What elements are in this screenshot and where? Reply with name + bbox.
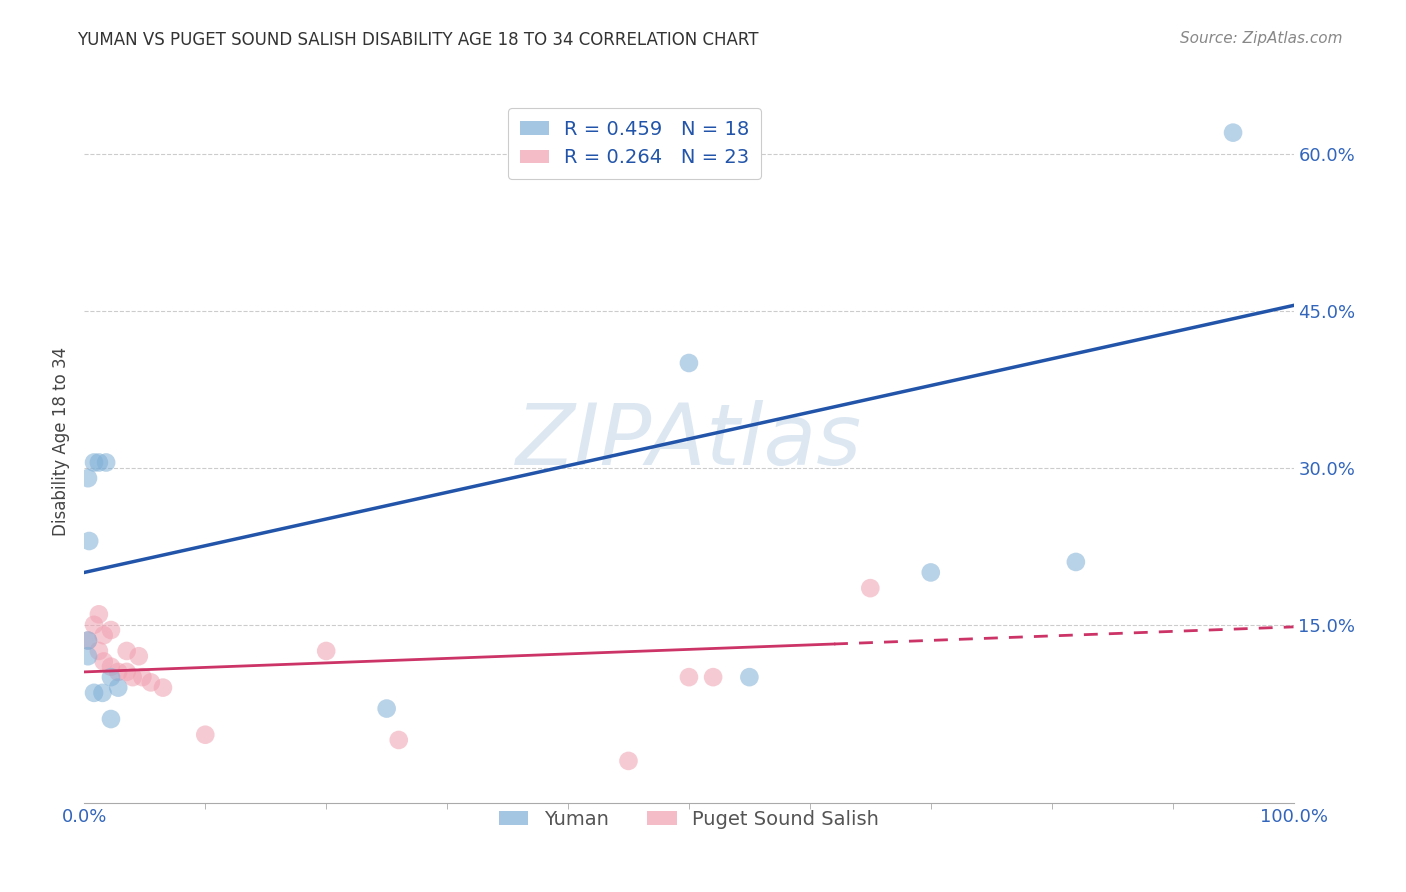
Point xyxy=(678,670,700,684)
Point xyxy=(1064,555,1087,569)
Point xyxy=(87,644,110,658)
Legend: Yuman, Puget Sound Salish: Yuman, Puget Sound Salish xyxy=(491,802,887,837)
Point xyxy=(859,581,882,595)
Point xyxy=(77,649,100,664)
Point xyxy=(107,681,129,695)
Text: YUMAN VS PUGET SOUND SALISH DISABILITY AGE 18 TO 34 CORRELATION CHART: YUMAN VS PUGET SOUND SALISH DISABILITY A… xyxy=(77,31,759,49)
Point xyxy=(194,728,217,742)
Point xyxy=(94,455,117,469)
Point xyxy=(100,712,122,726)
Point xyxy=(87,455,110,469)
Point xyxy=(107,665,129,679)
Y-axis label: Disability Age 18 to 34: Disability Age 18 to 34 xyxy=(52,347,70,536)
Point xyxy=(315,644,337,658)
Point xyxy=(100,670,122,684)
Point xyxy=(121,670,143,684)
Point xyxy=(83,686,105,700)
Point xyxy=(87,607,110,622)
Point xyxy=(139,675,162,690)
Point xyxy=(77,471,100,485)
Point xyxy=(375,701,398,715)
Point xyxy=(1222,126,1244,140)
Point xyxy=(738,670,761,684)
Point xyxy=(115,644,138,658)
Point xyxy=(131,670,153,684)
Text: ZIPAtlas: ZIPAtlas xyxy=(516,400,862,483)
Point xyxy=(93,628,115,642)
Point xyxy=(152,681,174,695)
Point xyxy=(77,633,100,648)
Point xyxy=(77,633,100,648)
Point xyxy=(128,649,150,664)
Text: Source: ZipAtlas.com: Source: ZipAtlas.com xyxy=(1180,31,1343,46)
Point xyxy=(678,356,700,370)
Point xyxy=(617,754,640,768)
Point xyxy=(83,617,105,632)
Point xyxy=(115,665,138,679)
Point xyxy=(93,655,115,669)
Point xyxy=(920,566,942,580)
Point xyxy=(100,659,122,673)
Point xyxy=(702,670,724,684)
Point xyxy=(388,733,411,747)
Point xyxy=(91,686,114,700)
Point xyxy=(77,534,100,549)
Point xyxy=(83,455,105,469)
Point xyxy=(100,623,122,637)
